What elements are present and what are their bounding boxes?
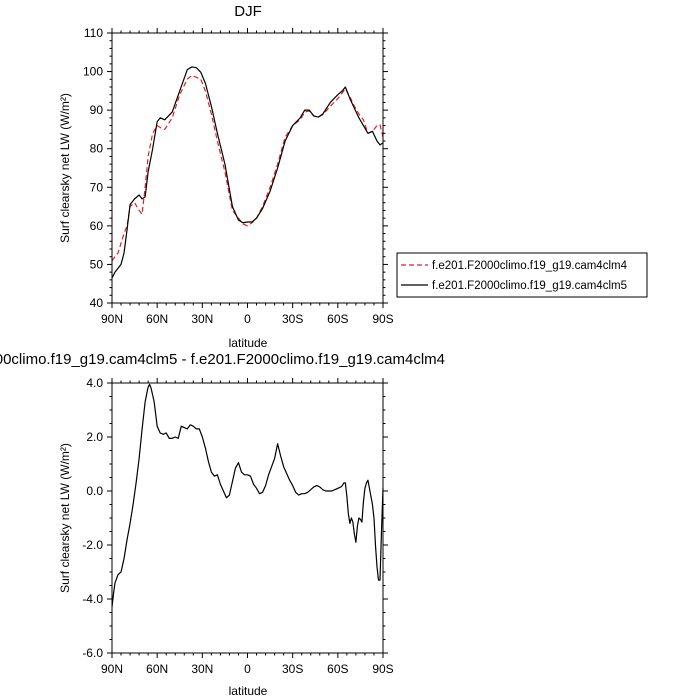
y-tick-label: 2.0 [86,430,103,444]
x-tick-label: 30S [282,662,303,676]
bottom-plot-frame [111,382,384,654]
x-tick-label: 90S [372,312,393,326]
y-tick-label: 100 [83,65,103,79]
x-tick-label: 30N [191,312,213,326]
bottom-chart-title: f.e201.F2000climo.f19_g19.cam4clm5 - f.e… [0,351,445,368]
bottom-panel: f.e201.F2000climo.f19_g19.cam4clm5 - f.e… [0,351,445,698]
legend-label-cam4clm5: f.e201.F2000climo.f19_g19.cam4clm5 [432,280,627,292]
y-tick-label: -4.0 [82,592,103,606]
series-line-0-1 [111,66,384,279]
y-tick-label: 40 [90,296,104,310]
x-tick-label: 90N [101,312,123,326]
top-y-axis-label: Surf clearsky net LW (W/m²) [58,93,72,243]
legend: f.e201.F2000climo.f19_g19.cam4clm4 f.e20… [396,252,648,298]
x-tick-label: 60N [146,312,168,326]
y-tick-label: -2.0 [82,538,103,552]
x-tick-label: 0 [244,312,251,326]
bottom-series-lines [111,383,384,608]
y-tick-label: 90 [90,103,104,117]
y-tick-label: 80 [90,142,104,156]
series-line-0-0 [111,74,384,261]
x-tick-label: 0 [244,662,251,676]
x-tick-label: 90N [101,662,123,676]
x-tick-label: 90S [372,662,393,676]
bottom-y-axis-label: Surf clearsky net LW (W/m²) [58,443,72,593]
y-tick-label: 4.0 [86,376,103,390]
top-panel: DJF 90N 60N 30N 0 30S 60S 90S 40 50 60 70 80 90 100 11… [58,3,394,350]
legend-box [396,252,648,298]
series-line-1-0 [111,383,384,608]
y-tick-label: 110 [84,26,103,40]
y-tick-label: 70 [90,180,104,194]
legend-label-cam4clm4: f.e201.F2000climo.f19_g19.cam4clm4 [432,260,628,272]
y-tick-label: 60 [90,219,104,233]
bottom-x-axis-label: latitude [229,684,268,698]
x-tick-label: 30S [282,312,303,326]
top-plot-frame [111,32,384,304]
bottom-tick-labels: 90N 60N 30N 0 30S 60S 90S -6.0 -4.0 -2.0 0.0 2.0 4.0 [82,376,393,676]
top-x-axis-label: latitude [229,336,268,350]
y-tick-label: -6.0 [82,646,103,660]
top-series-lines [111,66,384,279]
x-tick-label: 60S [327,662,348,676]
bottom-ticks [107,378,388,658]
y-tick-label: 0.0 [86,484,103,498]
x-tick-label: 60N [146,662,168,676]
top-chart-title: DJF [234,3,262,20]
x-tick-label: 60S [327,312,348,326]
x-tick-label: 30N [191,662,213,676]
top-tick-labels: 90N 60N 30N 0 30S 60S 90S 40 50 60 70 80 90 100 110 [83,26,394,326]
y-tick-label: 50 [90,257,104,271]
